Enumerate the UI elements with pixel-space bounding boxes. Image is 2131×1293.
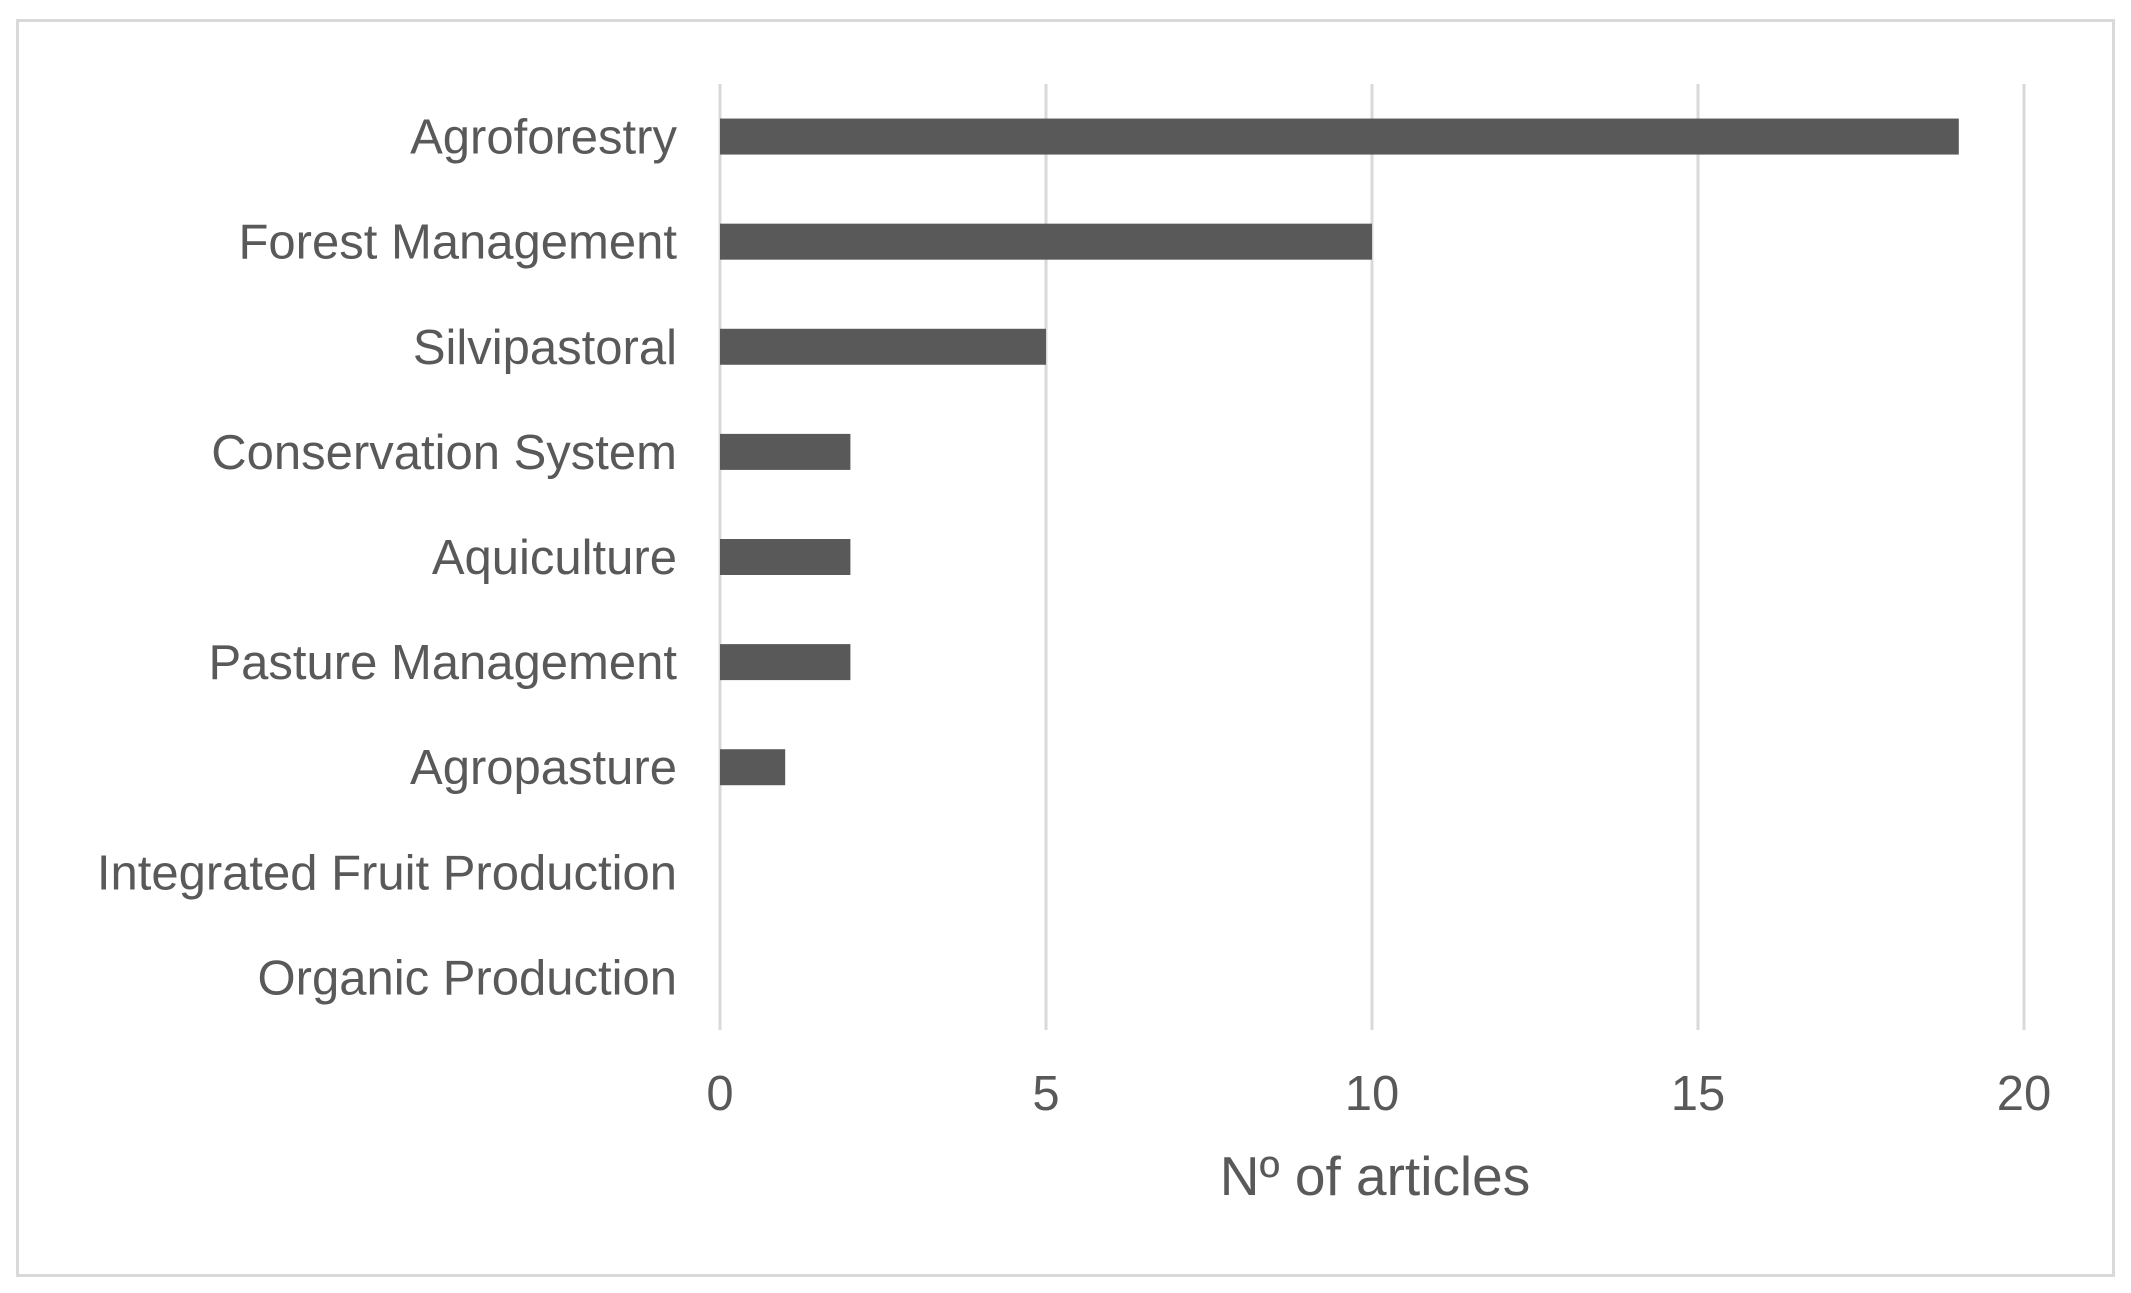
bar xyxy=(720,328,1046,365)
bar xyxy=(720,118,1959,155)
bar xyxy=(720,433,851,470)
x-tick-label: 5 xyxy=(1032,1067,1059,1121)
category-labels: Agroforestry Forest Management Silvipastor… xyxy=(97,111,678,1006)
x-tick-label: 10 xyxy=(1345,1067,1400,1121)
x-axis-title: Nº of articles xyxy=(1220,1145,1530,1207)
category-label: Forest Management xyxy=(239,216,678,270)
category-label: Agroforestry xyxy=(410,111,677,165)
x-tick-label: 15 xyxy=(1671,1067,1726,1121)
bar xyxy=(720,644,851,681)
bars xyxy=(720,118,1959,786)
category-label: Organic Production xyxy=(258,951,677,1005)
category-label: Aquiculture xyxy=(432,531,677,585)
bar xyxy=(720,223,1372,260)
category-label: Conservation System xyxy=(211,426,677,480)
category-label: Silvipastoral xyxy=(413,321,677,375)
x-tick-label: 0 xyxy=(706,1067,733,1121)
category-label: Pasture Management xyxy=(209,636,678,690)
category-label: Agropasture xyxy=(410,741,677,795)
bar xyxy=(720,539,851,575)
bar xyxy=(720,749,786,786)
category-label: Integrated Fruit Production xyxy=(97,846,677,900)
x-tick-labels: 0 5 10 15 20 xyxy=(706,1067,2051,1121)
x-tick-label: 20 xyxy=(1997,1067,2052,1121)
